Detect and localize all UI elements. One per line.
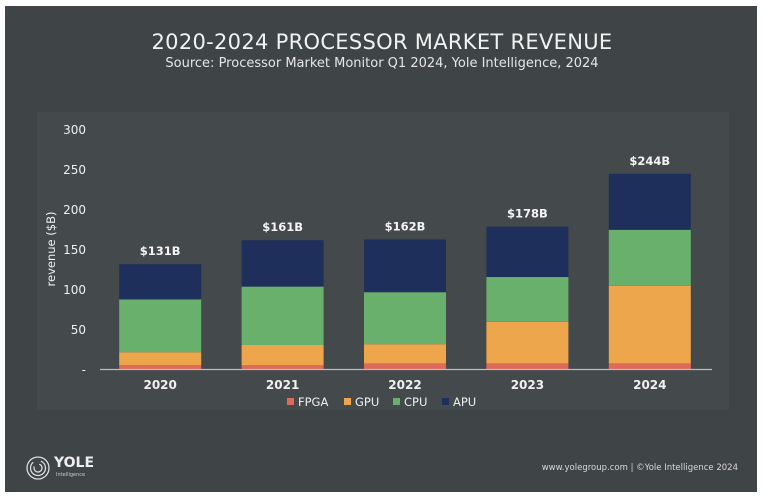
total-label: $178B: [507, 207, 548, 221]
bar-segment-fpga-2024: [608, 363, 691, 369]
y-axis-label: revenue ($B): [44, 212, 58, 287]
y-tick-label: 200: [63, 203, 86, 217]
bar-segment-fpga-2020: [119, 365, 202, 369]
x-tick-label: 2024: [633, 378, 666, 392]
total-label: $131B: [140, 244, 181, 258]
bar-segment-apu-2022: [364, 239, 446, 293]
bar-segment-gpu-2020: [119, 352, 202, 365]
bar-segment-gpu-2022: [364, 344, 446, 364]
y-tick-label: 50: [71, 323, 86, 337]
bar-segment-cpu-2022: [364, 292, 446, 345]
logo-subtext: Intelligence: [56, 472, 86, 478]
bar-segment-gpu-2021: [241, 345, 324, 365]
yole-logo: YOLE Intelligence: [25, 455, 94, 485]
bar-segment-cpu-2021: [241, 286, 324, 345]
x-tick-label: 2020: [143, 378, 176, 392]
legend-swatch-fpga: [287, 398, 294, 405]
y-tick-label: 150: [63, 243, 86, 257]
bar-segment-fpga-2021: [241, 365, 324, 369]
total-label: $244B: [629, 154, 670, 168]
total-label: $162B: [385, 219, 426, 233]
bar-segment-gpu-2024: [608, 285, 691, 364]
x-tick-label: 2023: [511, 378, 544, 392]
legend-swatch-apu: [442, 398, 449, 405]
logo-spiral-icon: [26, 456, 50, 480]
logo-text: YOLE: [54, 455, 95, 471]
legend-label-fpga: FPGA: [298, 395, 328, 409]
bar-segment-apu-2021: [241, 240, 324, 287]
y-tick-label: -: [82, 363, 86, 377]
footer-credit: www.yolegroup.com | ©Yole Intelligence 2…: [541, 463, 738, 473]
legend-label-cpu: CPU: [404, 395, 427, 409]
bar-segment-gpu-2023: [486, 321, 569, 364]
y-tick-label: 250: [63, 163, 86, 177]
y-tick-label: 300: [63, 123, 86, 137]
bar-segment-cpu-2023: [486, 277, 569, 322]
bar-segment-fpga-2023: [486, 363, 569, 369]
bar-segment-fpga-2022: [364, 363, 446, 369]
legend-label-gpu: GPU: [355, 395, 379, 409]
x-tick-label: 2022: [388, 378, 421, 392]
bar-segment-apu-2020: [119, 264, 202, 300]
y-tick-label: 100: [63, 283, 86, 297]
chart-subtitle: Source: Processor Market Monitor Q1 2024…: [165, 56, 599, 71]
bar-segment-cpu-2024: [608, 229, 691, 286]
legend-swatch-cpu: [393, 398, 400, 405]
bar-segment-apu-2023: [486, 226, 569, 277]
total-label: $161B: [262, 220, 303, 234]
legend-label-apu: APU: [453, 395, 476, 409]
x-tick-label: 2021: [266, 378, 299, 392]
bar-segment-apu-2024: [608, 173, 691, 230]
chart-title: 2020-2024 PROCESSOR MARKET REVENUE: [151, 30, 613, 54]
bar-segment-cpu-2020: [119, 299, 202, 353]
legend-swatch-gpu: [344, 398, 351, 405]
